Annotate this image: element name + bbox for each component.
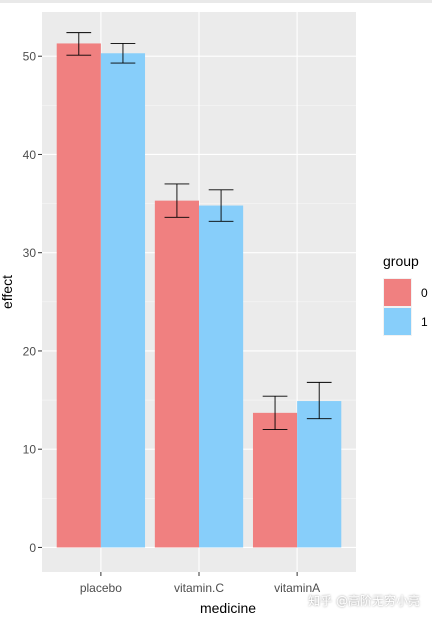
legend-swatch-0 [384, 279, 411, 306]
bar-group1-placebo [100, 53, 146, 548]
watermark: 知乎 @高阶无穷小亮 [308, 594, 420, 608]
legend-label-1: 1 [421, 315, 428, 329]
legend-title: group [383, 253, 419, 269]
x-tick-label: vitamin.C [174, 581, 224, 595]
x-axis: placebo vitamin.C vitaminA [80, 572, 320, 595]
legend: group 0 1 [383, 253, 428, 336]
x-axis-title: medicine [200, 600, 256, 616]
y-tick-label: 40 [23, 148, 37, 162]
y-tick-label: 0 [29, 541, 36, 555]
x-tick-label: placebo [80, 581, 122, 595]
bar-group1-vitaminA [297, 401, 342, 548]
bar-group0-vitaminA [252, 412, 298, 548]
y-tick-label: 20 [23, 344, 37, 358]
legend-label-0: 0 [421, 286, 428, 300]
y-tick-label: 50 [23, 50, 37, 64]
y-tick-label: 10 [23, 443, 37, 457]
error-bars [66, 32, 332, 430]
bar-group1-vitamin.C [199, 205, 244, 548]
bar-group0-vitamin.C [154, 200, 199, 548]
window-top-edge [0, 0, 432, 3]
y-axis-title: effect [0, 275, 15, 309]
y-tick-label: 30 [23, 246, 37, 260]
bar-group0-placebo [56, 43, 101, 548]
y-axis: 0 10 20 30 40 50 [23, 50, 42, 555]
bar-marks [56, 43, 342, 548]
legend-swatch-1 [384, 308, 411, 335]
x-tick-label: vitaminA [274, 581, 320, 595]
